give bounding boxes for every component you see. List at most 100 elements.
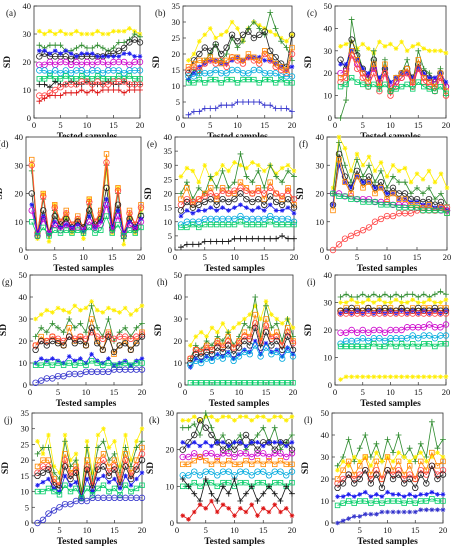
data-point [116, 28, 122, 34]
data-point [279, 354, 285, 359]
data-point [432, 374, 438, 380]
data-point [406, 475, 413, 483]
data-point [278, 193, 286, 200]
data-point [401, 500, 407, 506]
data-point [231, 221, 238, 228]
data-point [185, 424, 192, 431]
data-point [139, 444, 145, 451]
data-point [126, 73, 133, 79]
data-point [89, 76, 95, 82]
data-point [111, 485, 118, 492]
data-point [393, 291, 399, 298]
data-point [52, 92, 59, 99]
data-point [237, 235, 244, 242]
data-point [357, 492, 363, 497]
series-line [337, 465, 444, 484]
data-point [122, 444, 129, 451]
data-point [249, 235, 256, 242]
data-point [229, 19, 235, 25]
data-point [126, 39, 133, 46]
data-point [420, 190, 426, 197]
data-point [351, 480, 358, 487]
data-point [189, 241, 196, 248]
data-point [61, 307, 66, 313]
data-point [257, 54, 262, 60]
data-point [190, 221, 196, 228]
data-point [360, 81, 366, 88]
data-point [254, 457, 261, 464]
data-point [138, 202, 144, 208]
x-tick-label: 15 [411, 525, 420, 535]
data-point [379, 509, 385, 515]
x-tick-label: 20 [439, 525, 448, 535]
data-point [442, 310, 450, 317]
data-point [40, 215, 47, 223]
data-point [197, 454, 203, 460]
data-point [105, 472, 113, 480]
x-axis-label: Tested samples [357, 264, 418, 274]
data-point [425, 195, 433, 203]
data-point [41, 81, 48, 88]
data-point [219, 185, 226, 191]
data-point [349, 297, 354, 303]
data-point [251, 324, 259, 331]
data-point [184, 241, 190, 248]
data-point [261, 215, 268, 223]
data-point [110, 348, 118, 356]
y-tick-label: 40 [174, 292, 183, 302]
data-point [348, 343, 355, 350]
x-tick-label: 10 [386, 387, 395, 397]
data-point [384, 498, 391, 504]
data-point [209, 347, 215, 353]
data-point [185, 111, 192, 118]
data-point [288, 50, 296, 58]
data-point [420, 324, 427, 331]
data-point [178, 213, 184, 219]
data-point [214, 353, 221, 360]
data-point [84, 444, 90, 451]
data-point [249, 461, 255, 468]
data-point [291, 168, 297, 174]
data-point [370, 291, 377, 298]
data-point [283, 443, 289, 449]
data-point [388, 79, 393, 85]
data-point [214, 339, 221, 347]
data-point [390, 498, 396, 504]
data-point [266, 418, 272, 423]
x-tick-label: 10 [230, 525, 239, 535]
data-point [249, 198, 256, 206]
data-point [197, 38, 202, 44]
data-point [279, 179, 285, 186]
x-tick-label: 20 [138, 387, 147, 397]
x-tick-label: 5 [57, 525, 61, 535]
panel-label: (j) [4, 415, 13, 425]
data-point [192, 357, 199, 364]
data-point [47, 73, 53, 79]
data-point [241, 348, 248, 356]
data-point [134, 476, 139, 482]
y-tick-label: 10 [324, 91, 333, 101]
data-point [33, 316, 38, 322]
data-point [208, 221, 214, 228]
data-point [370, 56, 378, 63]
data-point [236, 351, 242, 357]
data-point [402, 196, 408, 202]
data-point [131, 87, 138, 93]
data-point [40, 488, 46, 495]
data-point [193, 380, 199, 386]
data-point [196, 196, 202, 202]
data-point [266, 483, 272, 490]
data-point [63, 73, 69, 79]
data-point [180, 513, 186, 518]
data-point [250, 19, 257, 25]
data-point [197, 502, 203, 507]
data-point [45, 444, 52, 451]
data-point [122, 463, 129, 470]
data-point [178, 190, 184, 197]
data-point [354, 65, 361, 72]
data-point [47, 92, 53, 99]
series-line [337, 421, 444, 467]
data-point [283, 105, 290, 112]
data-point [58, 51, 63, 56]
